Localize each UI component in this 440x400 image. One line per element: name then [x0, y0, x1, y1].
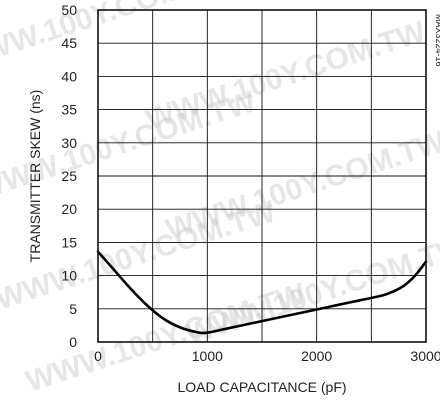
y-tick-labels: 0 5 10 15 20 25 30 35 40 45 50: [61, 2, 77, 350]
y-tick-label: 20: [61, 201, 77, 217]
series-layer: [96, 250, 428, 335]
y-tick-label: 35: [61, 102, 77, 118]
y-tick-label: 45: [61, 35, 77, 51]
figure-id: MAX3224-16: [434, 14, 440, 67]
series-line: [96, 250, 428, 335]
x-tick-label: 3000: [410, 348, 440, 364]
x-tick-labels: 0 1000 2000 3000: [94, 348, 440, 364]
y-tick-label: 10: [61, 268, 77, 284]
watermark-text: WWW.100Y.COM.TW: [0, 0, 240, 77]
x-tick-label: 2000: [301, 348, 332, 364]
plot-border: [97, 9, 427, 343]
x-tick-label: 1000: [192, 348, 223, 364]
x-tick-label: 0: [94, 348, 102, 364]
y-tick-label: 30: [61, 135, 77, 151]
y-tick-label: 0: [69, 334, 77, 350]
y-tick-label: 15: [61, 234, 77, 250]
y-tick-label: 40: [61, 68, 77, 84]
y-axis-label: TRANSMITTER SKEW (ns): [27, 90, 43, 263]
y-tick-label: 25: [61, 168, 77, 184]
y-tick-label: 50: [61, 2, 77, 18]
x-axis-label: LOAD CAPACITANCE (pF): [177, 379, 346, 395]
y-tick-label: 5: [69, 301, 77, 317]
